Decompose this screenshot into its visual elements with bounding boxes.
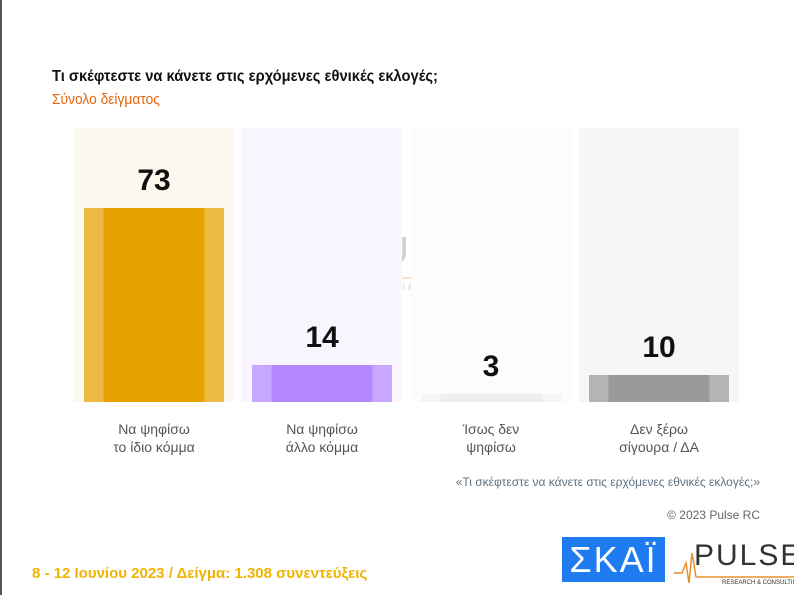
category-label-line: Να ψηφίσω [286,421,358,437]
svg-text:RESEARCH & CONSULTING: RESEARCH & CONSULTING [722,580,794,585]
data-label: 3 [482,350,500,384]
data-label: 14 [305,320,339,354]
category-label: Δεν ξέρω σίγουρα / ΔΑ [579,420,739,456]
category-label-line: ψηφίσω [466,439,516,455]
svg-text:PULSE: PULSE [694,539,794,572]
bar [252,364,392,402]
bar [589,375,729,402]
bar [421,394,561,402]
column-background [411,128,571,402]
chart-title: Τι σκέφτεστε να κάνετε στις ερχόμενες εθ… [52,68,438,85]
category-label: Να ψηφίσω το ίδιο κόμμα [74,420,234,456]
question-note: «Τι σκέφτεστε να κάνετε στις ερχόμενες ε… [455,475,760,489]
category-label: Ίσως δεν ψηφίσω [411,420,571,456]
skai-logo: ΣΚΑΪ [562,537,665,582]
category-label: Να ψηφίσω άλλο κόμμα [242,420,402,456]
data-label: 10 [642,331,676,365]
category-label-line: άλλο κόμμα [285,439,359,455]
chart-subtitle: Σύνολο δείγματος [52,91,160,108]
column-background [242,128,402,402]
pulse-logo: PULSE RESEARCH & CONSULTING [674,539,794,585]
column-background [579,128,739,402]
category-label-line: Ίσως δεν [462,421,520,437]
bar [84,207,224,402]
category-label-line: Να ψηφίσω [118,421,190,437]
category-label-line: Δεν ξέρω [630,421,688,437]
footer-sample-info: 8 - 12 Ιουνίου 2023 / Δείγμα: 1.308 συνε… [32,565,368,582]
category-label-line: το ίδιο κόμμα [113,439,195,455]
data-label: 73 [137,163,171,197]
category-label-line: σίγουρα / ΔΑ [619,439,699,455]
copyright: © 2023 Pulse RC [667,508,760,522]
